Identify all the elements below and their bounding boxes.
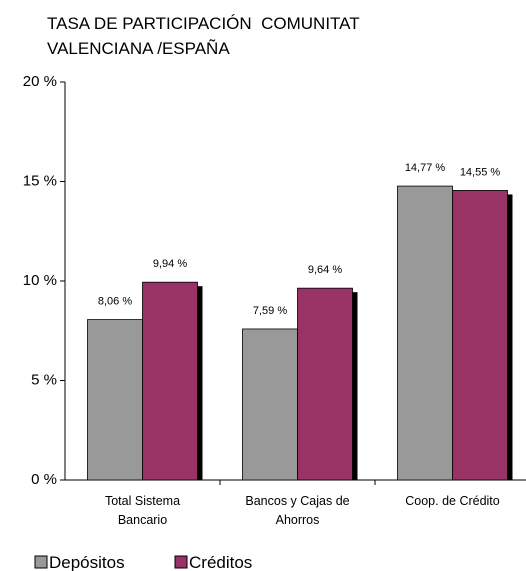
bar (142, 281, 198, 481)
value-label: 9,94 % (153, 258, 187, 270)
chart-title: TASA DE PARTICIPACIÓN COMUNITAT VALENCIA… (47, 14, 365, 58)
bar (242, 328, 298, 481)
bar (87, 319, 143, 481)
y-tick-label: 20 % (23, 73, 57, 90)
y-tick-label: 0 % (31, 471, 57, 488)
legend-label: Créditos (189, 553, 253, 571)
value-label: 9,64 % (308, 264, 342, 276)
value-label: 14,77 % (405, 162, 446, 174)
value-label: 7,59 % (253, 305, 287, 317)
value-label: 14,55 % (460, 166, 501, 178)
x-tick-label: Bancos y Cajas de Ahorros (245, 494, 350, 527)
bar (397, 185, 453, 481)
y-tick-label: 5 % (31, 371, 57, 388)
legend-swatch (34, 555, 48, 569)
legend-label: Depósitos (49, 553, 125, 571)
y-tick-label: 10 % (23, 272, 57, 289)
x-tick-label: Total Sistema Bancario (104, 494, 181, 527)
bar (452, 190, 508, 481)
x-tick-label: Coop. de Crédito (405, 494, 500, 508)
value-label: 8,06 % (98, 296, 132, 308)
legend-swatch (174, 555, 188, 569)
bar (297, 287, 353, 481)
y-tick-label: 15 % (23, 172, 57, 189)
